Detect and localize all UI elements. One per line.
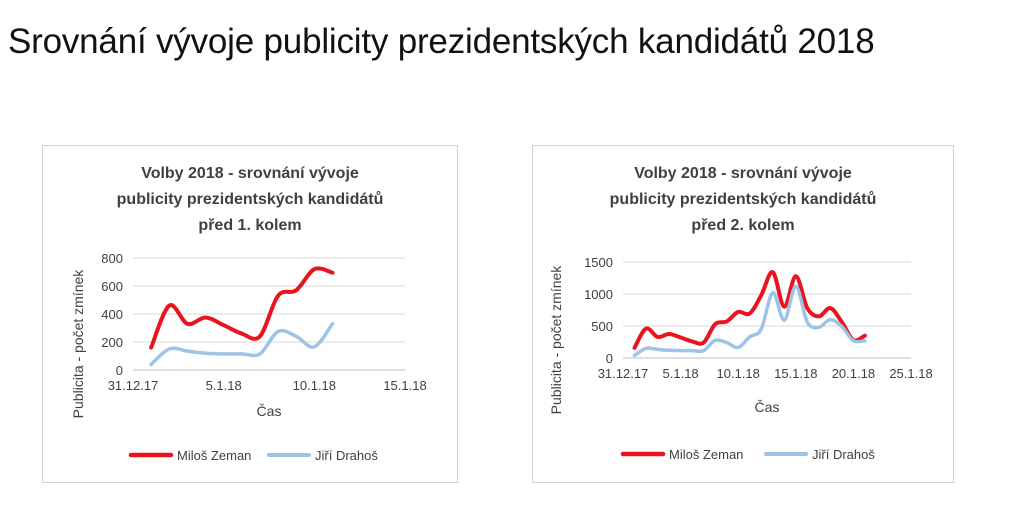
y-tick-label: 600 [101, 279, 123, 294]
x-tick-label: 10.1.18 [293, 378, 336, 393]
series-line-drahos [149, 322, 335, 367]
x-tick-label: 25.1.18 [889, 366, 932, 381]
chart-title-line: Volby 2018 - srovnání vývoje [141, 165, 359, 182]
chart-title-line: před 2. kolem [691, 217, 794, 234]
chart-title-line: Volby 2018 - srovnání vývoje [634, 165, 852, 182]
chart-first-round: Volby 2018 - srovnání vývoje publicity pr… [42, 145, 458, 483]
x-tick-label: 31.12.17 [598, 366, 649, 381]
x-tick-label: 20.1.18 [832, 366, 875, 381]
chart-second-round-svg: Volby 2018 - srovnání vývoje publicity pr… [548, 165, 933, 462]
legend-label-zeman: Miloš Zeman [177, 448, 251, 463]
chart-title-line: před 1. kolem [198, 217, 301, 234]
series-line-drahos [632, 284, 867, 358]
chart-title-line: publicity prezidentských kandidátů [610, 191, 877, 208]
x-tick-label: 15.1.18 [383, 378, 426, 393]
chart-title-line: publicity prezidentských kandidátů [117, 191, 384, 208]
y-tick-label: 400 [101, 307, 123, 322]
legend-label-zeman: Miloš Zeman [669, 447, 743, 462]
y-axis-title: Publicita - počet zmínek [70, 269, 86, 419]
x-tick-label: 31.12.17 [108, 378, 159, 393]
y-tick-label: 1000 [584, 287, 613, 302]
x-tick-label: 5.1.18 [663, 366, 699, 381]
y-tick-label: 0 [606, 351, 613, 366]
legend-label-drahos: Jiří Drahoš [812, 447, 875, 462]
series-line-zeman [632, 270, 867, 350]
slide-title: Srovnání vývoje publicity prezidentských… [8, 22, 875, 61]
y-tick-label: 1500 [584, 255, 613, 270]
chart-first-round-svg: Volby 2018 - srovnání vývoje publicity pr… [70, 165, 427, 463]
y-tick-label: 0 [116, 363, 123, 378]
x-tick-label: 5.1.18 [206, 378, 242, 393]
legend-label-drahos: Jiří Drahoš [315, 448, 378, 463]
y-tick-label: 500 [591, 319, 613, 334]
x-axis-title: Čas [755, 399, 780, 415]
y-tick-label: 200 [101, 335, 123, 350]
y-tick-label: 800 [101, 251, 123, 266]
chart-second-round: Volby 2018 - srovnání vývoje publicity pr… [532, 145, 954, 483]
y-axis-title: Publicita - počet zmínek [548, 265, 564, 415]
series-line-zeman [149, 266, 335, 350]
x-tick-label: 10.1.18 [717, 366, 760, 381]
x-axis-title: Čas [257, 403, 282, 419]
x-tick-label: 15.1.18 [774, 366, 817, 381]
